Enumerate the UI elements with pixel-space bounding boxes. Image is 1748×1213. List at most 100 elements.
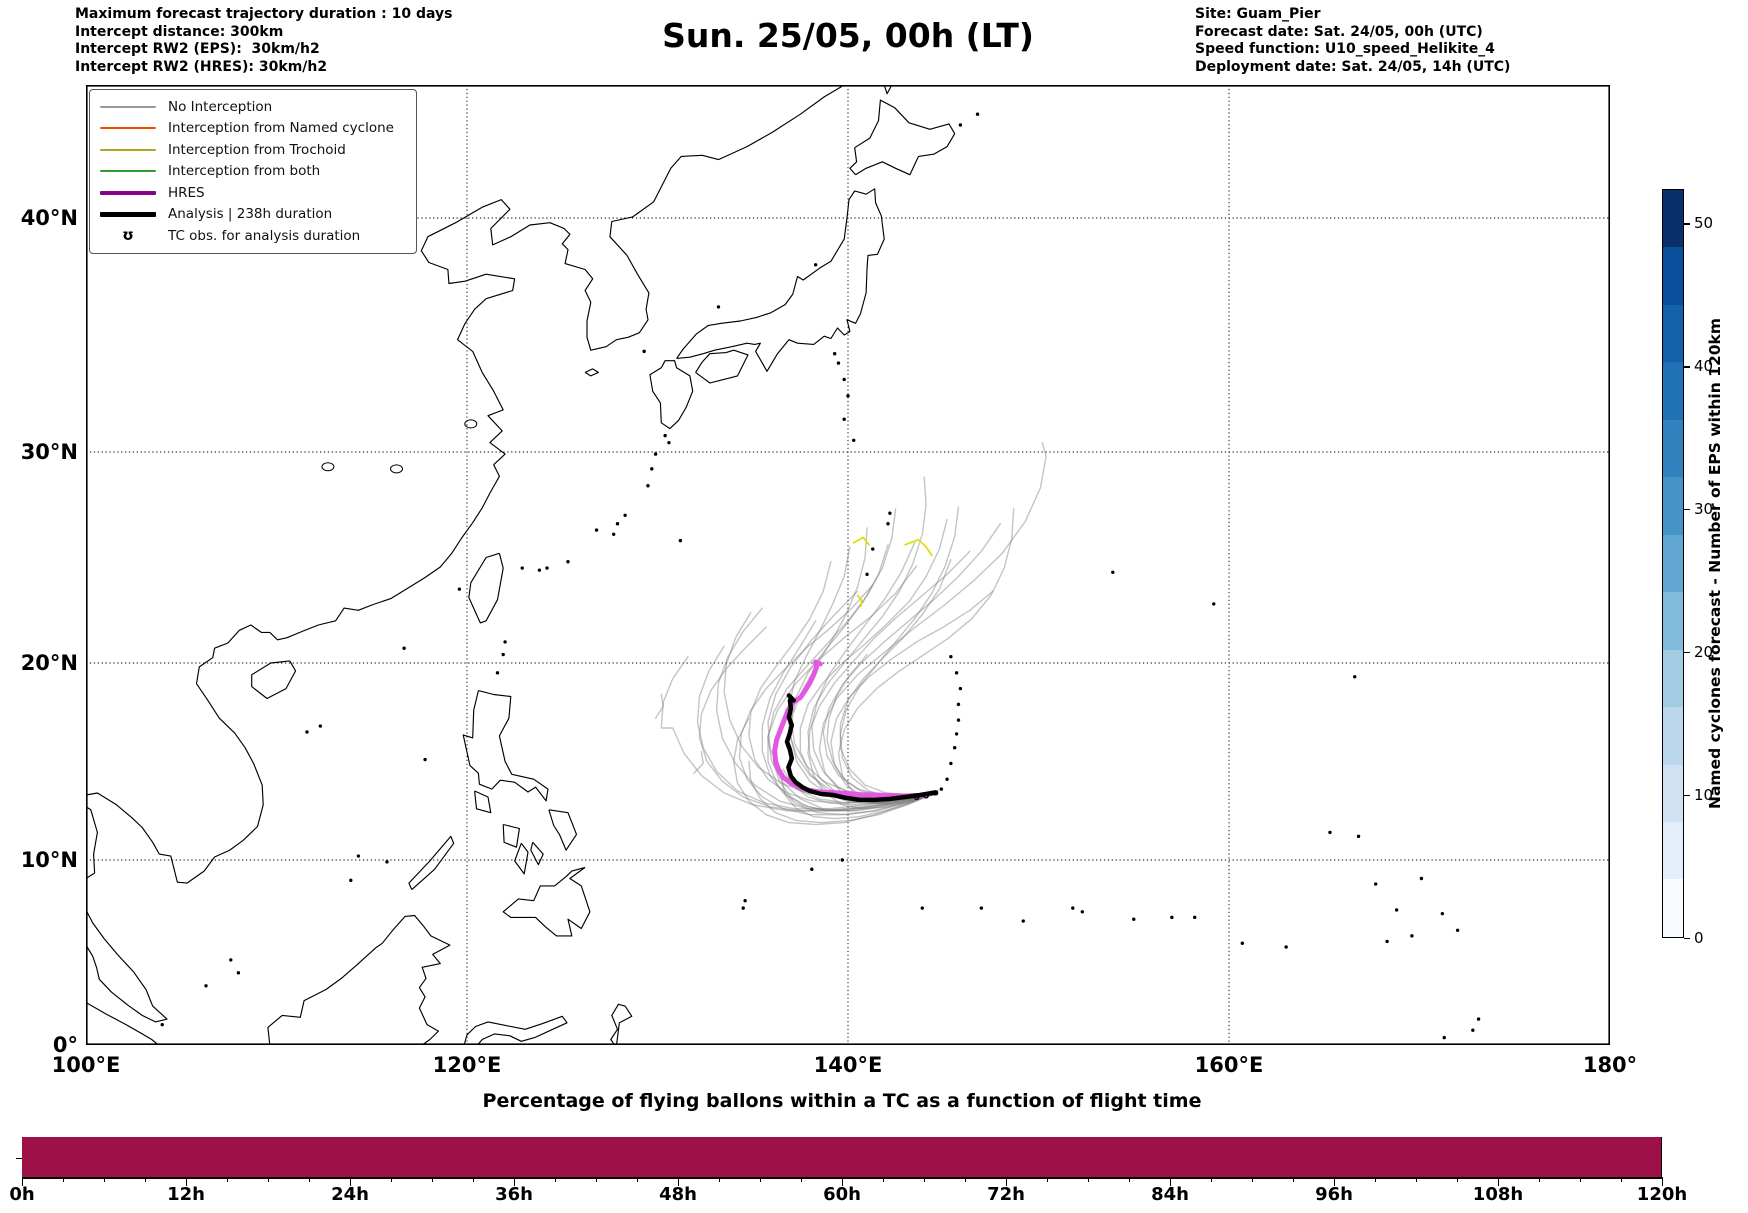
legend-line-icon: [100, 190, 156, 195]
bar-major-tick: [1334, 1178, 1336, 1186]
colorbar-band: [1663, 362, 1683, 420]
bar-chart-y-tick: [16, 1158, 22, 1160]
legend-line-icon: [100, 127, 156, 130]
bar-x-tick-label: 60h: [823, 1184, 861, 1205]
island-dot: [958, 123, 963, 127]
forecast-settings-block: Maximum forecast trajectory duration : 1…: [75, 6, 452, 76]
bar-minor-tick: [1539, 1178, 1541, 1182]
legend-item: Interception from Named cyclone: [100, 118, 408, 140]
island-dot: [667, 440, 671, 445]
legend-item-label: Interception from Named cyclone: [168, 120, 394, 137]
colorbar-band: [1663, 247, 1683, 305]
settings-line: Intercept distance: 300km: [75, 23, 284, 40]
legend-item-label: Analysis | 238h duration: [168, 206, 333, 223]
bar-major-tick: [842, 1178, 844, 1186]
island-dot: [318, 724, 323, 728]
island-dot: [1471, 1028, 1475, 1032]
colorbar-band: [1663, 304, 1683, 363]
island-dot: [813, 263, 818, 267]
page-title: Sun. 25/05, 00h (LT): [662, 16, 1034, 55]
legend-item: No Interception: [100, 96, 408, 118]
island-dot: [840, 858, 844, 862]
map-frame: [86, 85, 1611, 1046]
island-dot: [836, 361, 841, 365]
bar-minor-tick: [1375, 1178, 1377, 1182]
y-tick-label: 20°N: [20, 651, 78, 675]
island-dot: [949, 654, 953, 659]
bar-minor-tick: [1580, 1178, 1582, 1182]
island-dot: [1170, 915, 1174, 920]
colorbar-band: [1663, 707, 1683, 765]
island-dot: [1385, 939, 1389, 944]
island-dot: [945, 777, 949, 781]
colorbar-band: [1663, 592, 1683, 650]
bar-minor-tick: [924, 1178, 926, 1182]
island-dot: [663, 433, 667, 438]
eps-trajectory: [807, 550, 971, 810]
island-dot: [888, 511, 892, 515]
colorbar-tick: [1684, 938, 1690, 940]
island-dot: [1021, 919, 1025, 923]
hres-trajectory: [772, 659, 938, 799]
coastline: [530, 841, 544, 866]
island-dot: [954, 671, 959, 675]
colorbar-band: [1663, 764, 1683, 822]
colorbar-tick: [1684, 652, 1690, 654]
bar-minor-tick: [1457, 1178, 1459, 1182]
colorbar-band: [1663, 190, 1683, 248]
coastline: [548, 809, 578, 851]
island-dot: [653, 452, 658, 456]
lake-outline: [321, 462, 335, 472]
bar-minor-tick: [760, 1178, 762, 1182]
eps-trajectory: [660, 656, 937, 812]
x-tick-label: 180°: [1582, 1053, 1638, 1077]
y-tick-label: 30°N: [20, 440, 78, 464]
island-dot: [1394, 908, 1399, 912]
legend-line-icon: [100, 212, 156, 217]
island-dot: [1373, 882, 1378, 886]
bar-minor-tick: [1621, 1178, 1623, 1182]
bar-x-tick-label: 84h: [1151, 1184, 1189, 1205]
legend-line-sample-icon: [100, 148, 156, 151]
legend-line-sample-icon: [100, 127, 156, 130]
colorbar-tick-label: 10: [1694, 786, 1714, 805]
eps-trajectory: [654, 693, 664, 719]
island-dot: [402, 646, 406, 650]
colorbar-label: Named cyclones forecast - Number of EPS …: [1706, 318, 1724, 809]
island-dot: [623, 513, 627, 517]
island-dot: [1328, 830, 1332, 835]
island-dot: [954, 732, 959, 736]
coastline: [267, 914, 451, 1046]
bar-minor-tick: [1047, 1178, 1049, 1182]
eps-trajectory: [715, 607, 937, 812]
legend: No Interception Interception from Named c…: [89, 89, 417, 254]
island-dot: [979, 906, 984, 910]
colorbar: [1662, 189, 1684, 938]
island-dot: [236, 971, 241, 975]
island-dot: [886, 522, 890, 526]
percentage-bar: [22, 1137, 1662, 1177]
bar-minor-tick: [719, 1178, 721, 1182]
island-dot: [566, 560, 570, 564]
island-dot: [520, 566, 524, 570]
tc-obs-marker-icon: ʊ: [913, 793, 920, 803]
island-dot: [810, 867, 814, 871]
island-dot: [457, 587, 462, 591]
bar-major-tick: [1006, 1178, 1008, 1186]
site-info-line: Deployment date: Sat. 24/05, 14h (UTC): [1195, 58, 1511, 75]
island-dot: [842, 417, 846, 421]
colorbar-band: [1663, 821, 1683, 880]
cyclone-symbol-icon: ʊ: [122, 226, 134, 245]
colorbar-tick: [1684, 223, 1690, 225]
coastline: [514, 842, 529, 875]
legend-line-icon: [100, 170, 156, 173]
island-dot: [1410, 934, 1414, 938]
coastline: [584, 368, 599, 377]
bar-chart-x-axis: [22, 1177, 1663, 1179]
bar-x-tick-label: 0h: [9, 1184, 35, 1205]
site-info-block: Site: Guam_Pier Forecast date: Sat. 24/05…: [1195, 6, 1510, 76]
bar-minor-tick: [1088, 1178, 1090, 1182]
bar-minor-tick: [637, 1178, 639, 1182]
island-dot: [958, 686, 963, 691]
